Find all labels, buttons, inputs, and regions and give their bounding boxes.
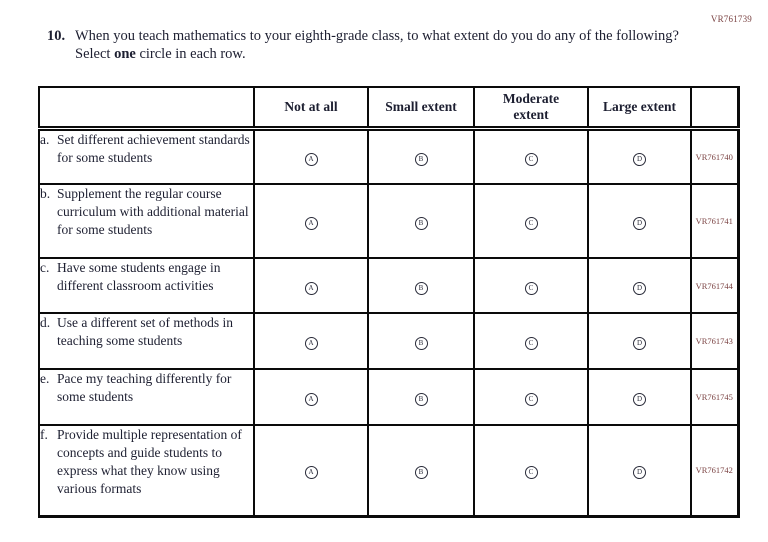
cell-f-large-extent: D (587, 424, 692, 517)
header-moderate-extent: Moderate extent (473, 86, 589, 131)
cell-c-moderate-extent: C (473, 257, 589, 314)
row-text: Have some students engage in different c… (57, 260, 221, 293)
cell-a-small-extent: B (367, 127, 475, 185)
bubble-option-d[interactable]: D (633, 152, 646, 166)
row-vr-code: VR761740 (690, 127, 739, 185)
cell-f-moderate-extent: C (473, 424, 589, 517)
bubble-option-d[interactable]: D (633, 466, 646, 480)
bubble-option-b[interactable]: B (414, 217, 428, 230)
table-row-e: e. Pace my teaching differently for some… (38, 368, 739, 426)
table-row-d: d. Use a different set of methods in tea… (38, 312, 739, 370)
row-vr-code: VR761741 (690, 183, 739, 259)
row-letter: f. (40, 427, 48, 442)
row-label: d. Use a different set of methods in tea… (38, 312, 255, 370)
bubble-option-a[interactable]: A (304, 393, 318, 406)
row-label: b. Supplement the regular course curricu… (38, 183, 255, 259)
bubble-option-d[interactable]: D (633, 281, 646, 295)
row-text: Use a different set of methods in teachi… (57, 315, 233, 348)
cell-e-not-at-all: A (253, 368, 369, 426)
question-text: When you teach mathematics to your eight… (75, 27, 697, 63)
bubble-option-b[interactable]: B (414, 393, 428, 406)
question-text-post: circle in each row. (135, 46, 246, 62)
extent-matrix-table: Not at all Small extent Moderate extent … (38, 86, 740, 518)
cell-d-small-extent: B (367, 312, 475, 370)
cell-a-large-extent: D (587, 127, 692, 185)
row-letter: c. (40, 260, 50, 275)
row-label: f. Provide multiple representation of co… (38, 424, 255, 517)
row-letter: d. (40, 315, 51, 330)
row-vr-code: VR761744 (690, 257, 739, 314)
header-blank (38, 86, 255, 131)
table-row-a: a. Set different achievement standards f… (38, 127, 739, 185)
question-number: 10. (47, 28, 66, 44)
bubble-option-c[interactable]: C (524, 466, 538, 480)
question-text-bold: one (114, 46, 136, 62)
row-vr-code: VR761745 (690, 368, 739, 426)
cell-c-small-extent: B (367, 257, 475, 314)
question-text-pre: When you teach mathematics to your eight… (75, 28, 679, 62)
row-label: c. Have some students engage in differen… (38, 257, 255, 314)
bubble-option-c[interactable]: C (524, 217, 538, 230)
row-letter: a. (40, 131, 50, 147)
bubble-option-a[interactable]: A (304, 337, 318, 350)
bubble-option-d[interactable]: D (633, 393, 646, 406)
row-text: Pace my teaching differently for some st… (57, 371, 232, 404)
bubble-option-a[interactable]: A (304, 217, 318, 230)
bubble-option-a[interactable]: A (304, 281, 318, 295)
cell-b-large-extent: D (587, 183, 692, 259)
row-vr-code: VR761742 (690, 424, 739, 517)
row-text: Set different achievement standards for … (57, 131, 250, 165)
bubble-option-c[interactable]: C (524, 337, 538, 350)
row-text: Provide multiple representation of conce… (57, 427, 242, 496)
table-row-b: b. Supplement the regular course curricu… (38, 183, 739, 259)
row-text: Supplement the regular course curriculum… (57, 186, 249, 237)
bubble-option-b[interactable]: B (414, 337, 428, 350)
cell-c-not-at-all: A (253, 257, 369, 314)
row-letter: e. (40, 371, 50, 386)
bubble-option-d[interactable]: D (633, 217, 646, 230)
bubble-option-b[interactable]: B (414, 281, 428, 295)
cell-b-not-at-all: A (253, 183, 369, 259)
table-row-c: c. Have some students engage in differen… (38, 257, 739, 314)
header-large-extent: Large extent (587, 86, 692, 131)
bubble-option-c[interactable]: C (524, 393, 538, 406)
bubble-option-c[interactable]: C (524, 152, 538, 166)
bubble-option-a[interactable]: A (304, 152, 318, 166)
cell-f-not-at-all: A (253, 424, 369, 517)
header-not-at-all: Not at all (253, 86, 369, 131)
bubble-option-b[interactable]: B (414, 152, 428, 166)
cell-e-small-extent: B (367, 368, 475, 426)
cell-b-moderate-extent: C (473, 183, 589, 259)
header-small-extent: Small extent (367, 86, 475, 131)
header-code-blank (690, 86, 739, 131)
cell-d-not-at-all: A (253, 312, 369, 370)
row-letter: b. (40, 186, 51, 201)
bubble-option-d[interactable]: D (633, 337, 646, 350)
cell-d-large-extent: D (587, 312, 692, 370)
cell-e-moderate-extent: C (473, 368, 589, 426)
cell-c-large-extent: D (587, 257, 692, 314)
cell-f-small-extent: B (367, 424, 475, 517)
question-block: 10. When you teach mathematics to your e… (47, 27, 697, 63)
bubble-option-b[interactable]: B (414, 466, 428, 480)
bubble-option-a[interactable]: A (304, 466, 318, 480)
bubble-option-c[interactable]: C (524, 281, 538, 295)
cell-a-moderate-extent: C (473, 127, 589, 185)
row-label: e. Pace my teaching differently for some… (38, 368, 255, 426)
table-row-f: f. Provide multiple representation of co… (38, 424, 739, 517)
cell-b-small-extent: B (367, 183, 475, 259)
cell-d-moderate-extent: C (473, 312, 589, 370)
page-vr-code: VR761739 (710, 14, 752, 24)
row-vr-code: VR761743 (690, 312, 739, 370)
cell-a-not-at-all: A (253, 127, 369, 185)
table-header-row: Not at all Small extent Moderate extent … (38, 86, 739, 131)
row-label: a. Set different achievement standards f… (38, 127, 255, 185)
cell-e-large-extent: D (587, 368, 692, 426)
